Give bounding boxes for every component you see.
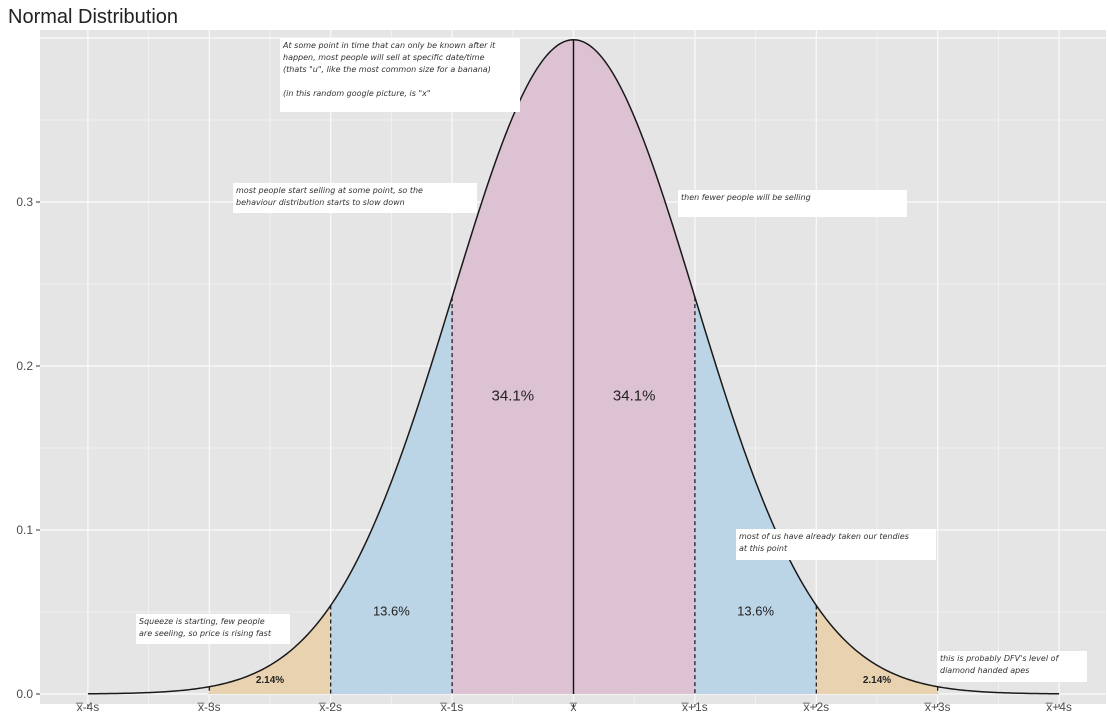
y-tick-label: 0.1 <box>16 523 33 537</box>
x-tick-label: x̅+3s <box>924 700 951 713</box>
annotation-line: happen, most people will sell at specifi… <box>283 53 485 62</box>
annotation-line: At some point in time that can only be k… <box>282 41 496 50</box>
annotation-box <box>736 529 936 560</box>
annotation-box <box>233 183 477 213</box>
region-percentage-label: 2.14% <box>256 675 284 686</box>
annotation-box <box>136 614 290 644</box>
annotation-line: (in this random google picture, is "x" <box>283 89 431 98</box>
annotation-line: are seeling, so price is rising fast <box>139 629 272 638</box>
annotations: At some point in time that can only be k… <box>136 38 1087 682</box>
annotation-5: Squeeze is starting, few people are seeli… <box>136 614 290 644</box>
annotation-2: most people start selling at some point,… <box>233 183 477 213</box>
annotation-6: this is probably DFV's level of diamond h… <box>937 651 1087 682</box>
y-tick-label: 0.0 <box>16 687 33 701</box>
x-tick-label: x̅-1s <box>440 700 464 713</box>
annotation-3: then fewer people will be selling <box>678 190 907 217</box>
percentage-labels: 2.14% 13.6% 34.1% 34.1% 13.6% 2.14% <box>256 387 891 686</box>
region-3 <box>452 39 574 695</box>
region-percentage-label: 34.1% <box>492 387 535 404</box>
x-tick-label: x̅-2s <box>318 700 342 713</box>
axes: 0.0 0.1 0.2 0.3 x̅-4s x̅-3s x̅-2s x̅-1s x̅ x̅+1s x… <box>16 195 1072 713</box>
annotation-line: this is probably DFV's level of <box>940 654 1060 663</box>
chart-title: Normal Distribution <box>8 6 179 28</box>
density-curve <box>87 38 1060 695</box>
x-tick-label: x̅-3s <box>197 700 221 713</box>
annotation-box <box>937 651 1087 682</box>
region-6 <box>816 605 938 694</box>
region-percentage-label: 13.6% <box>373 603 410 618</box>
region-1 <box>209 605 331 694</box>
annotation-line: then fewer people will be selling <box>681 193 811 202</box>
x-tick-label: x̅ <box>569 700 577 713</box>
x-tick-label: x̅-4s <box>75 700 99 713</box>
annotation-box <box>678 190 907 217</box>
y-tick-label: 0.2 <box>16 359 33 373</box>
x-tick-label: x̅+1s <box>681 700 708 713</box>
annotation-4: most of us have already taken our tendie… <box>736 529 936 560</box>
annotation-line: (thats "u", like the most common size fo… <box>283 65 491 74</box>
sigma-divider-lines <box>208 39 939 694</box>
region-percentage-label: 34.1% <box>613 387 656 404</box>
annotation-line: diamond handed apes <box>940 666 1029 675</box>
region-percentage-label: 13.6% <box>737 603 774 618</box>
annotation-line: behaviour distribution starts to slow do… <box>236 198 405 207</box>
region-percentage-label: 2.14% <box>863 675 891 686</box>
annotation-box <box>280 38 520 112</box>
annotation-line: Squeeze is starting, few people <box>139 617 265 626</box>
annotation-line: most people start selling at some point,… <box>236 186 423 195</box>
shaded-regions <box>209 39 938 695</box>
x-tick-label: x̅+4s <box>1045 700 1072 713</box>
annotation-line: at this point <box>739 544 788 553</box>
x-tick-label: x̅+2s <box>802 700 829 713</box>
region-4 <box>573 39 695 695</box>
y-tick-label: 0.3 <box>16 195 33 209</box>
annotation-line: most of us have already taken our tendie… <box>739 532 909 541</box>
annotation-1: At some point in time that can only be k… <box>280 38 520 112</box>
